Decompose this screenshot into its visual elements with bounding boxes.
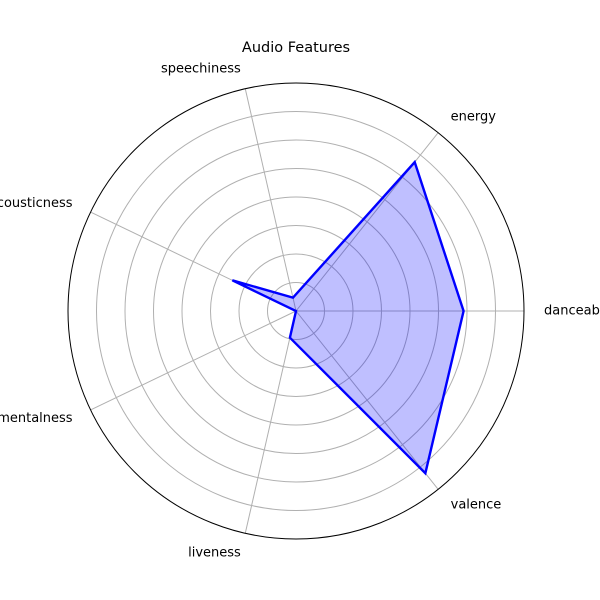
- outer-ring: [67, 82, 525, 540]
- spoke-instrumentalness: [90, 310, 297, 411]
- axis-label-speechiness: speechiness: [161, 62, 241, 77]
- series-layer: [231, 159, 465, 476]
- axis-label-liveness: liveness: [188, 545, 241, 560]
- spoke-valence: [295, 310, 439, 490]
- axis-label-danceability: danceability: [544, 304, 600, 319]
- axis-label-energy: energy: [451, 110, 497, 125]
- spoke-speechiness: [244, 88, 297, 312]
- chart-title: Audio Features: [242, 40, 350, 56]
- axis-label-acousticness: acousticness: [0, 196, 73, 211]
- axis-labels: danceability energy speechiness acousticnes…: [0, 62, 600, 561]
- series-area: [231, 159, 465, 476]
- axis-label-instrumentalness: instrumentalness: [0, 411, 73, 426]
- axis-label-valence: valence: [451, 497, 502, 512]
- spoke-liveness: [244, 310, 297, 534]
